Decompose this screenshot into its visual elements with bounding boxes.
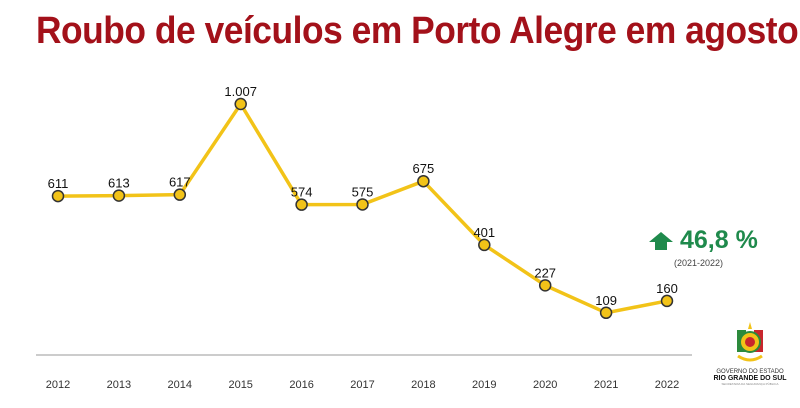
x-tick-label: 2012 (46, 379, 70, 391)
x-tick-label: 2018 (411, 379, 435, 391)
data-label: 675 (413, 161, 435, 176)
data-label: 574 (291, 185, 313, 200)
data-label: 613 (108, 176, 130, 191)
data-point (51, 189, 65, 203)
data-point (112, 189, 126, 202)
x-tick-label: 2015 (228, 379, 252, 391)
data-label: 611 (48, 176, 69, 191)
logo-line2: RIO GRANDE DO SUL (713, 375, 787, 382)
x-tick-label: 2019 (472, 379, 496, 391)
data-label: 160 (656, 281, 678, 296)
data-point (234, 97, 247, 111)
data-point (295, 198, 308, 211)
data-label: 1.007 (224, 84, 257, 99)
change-value: 46,8 % (680, 226, 758, 254)
data-point (660, 294, 674, 308)
government-logo: GOVERNO DO ESTADO RIO GRANDE DO SUL SECR… (712, 322, 788, 386)
data-label: 401 (473, 225, 495, 240)
change-badge: 46,8 % (648, 226, 758, 255)
x-tick-label: 2014 (168, 379, 192, 391)
data-point (417, 174, 430, 188)
x-tick-label: 2022 (655, 379, 679, 391)
data-label: 227 (534, 265, 556, 280)
data-point (599, 306, 613, 320)
x-tick-label: 2017 (350, 379, 374, 391)
data-label: 109 (595, 293, 617, 308)
data-label: 617 (169, 175, 191, 190)
x-tick-label: 2016 (289, 379, 313, 391)
chart-title: Roubo de veículos em Porto Alegre em ago… (36, 10, 799, 52)
x-tick-label: 2020 (533, 379, 557, 391)
arrow-up-icon (649, 231, 673, 250)
data-point (478, 238, 491, 252)
data-point (356, 198, 369, 211)
logo-line3: SECRETARIA DA SEGURANÇA PÚBLICA (721, 382, 779, 386)
data-label: 575 (352, 184, 374, 199)
coat-of-arms-icon (737, 322, 763, 362)
data-point (173, 188, 187, 201)
data-point (538, 279, 552, 292)
logo-line1: GOVERNO DO ESTADO (716, 369, 784, 375)
x-tick-label: 2021 (594, 379, 618, 391)
x-tick-label: 2013 (107, 379, 131, 391)
change-period: (2021-2022) (674, 258, 724, 268)
